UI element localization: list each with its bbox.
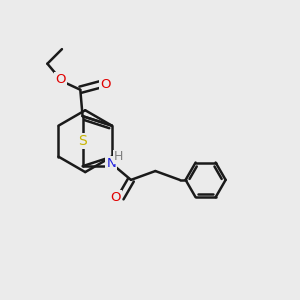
Text: O: O (100, 78, 111, 91)
Text: S: S (78, 134, 87, 148)
Text: N: N (106, 157, 116, 170)
Text: O: O (56, 73, 66, 86)
Text: O: O (110, 191, 121, 204)
Text: H: H (114, 150, 124, 163)
